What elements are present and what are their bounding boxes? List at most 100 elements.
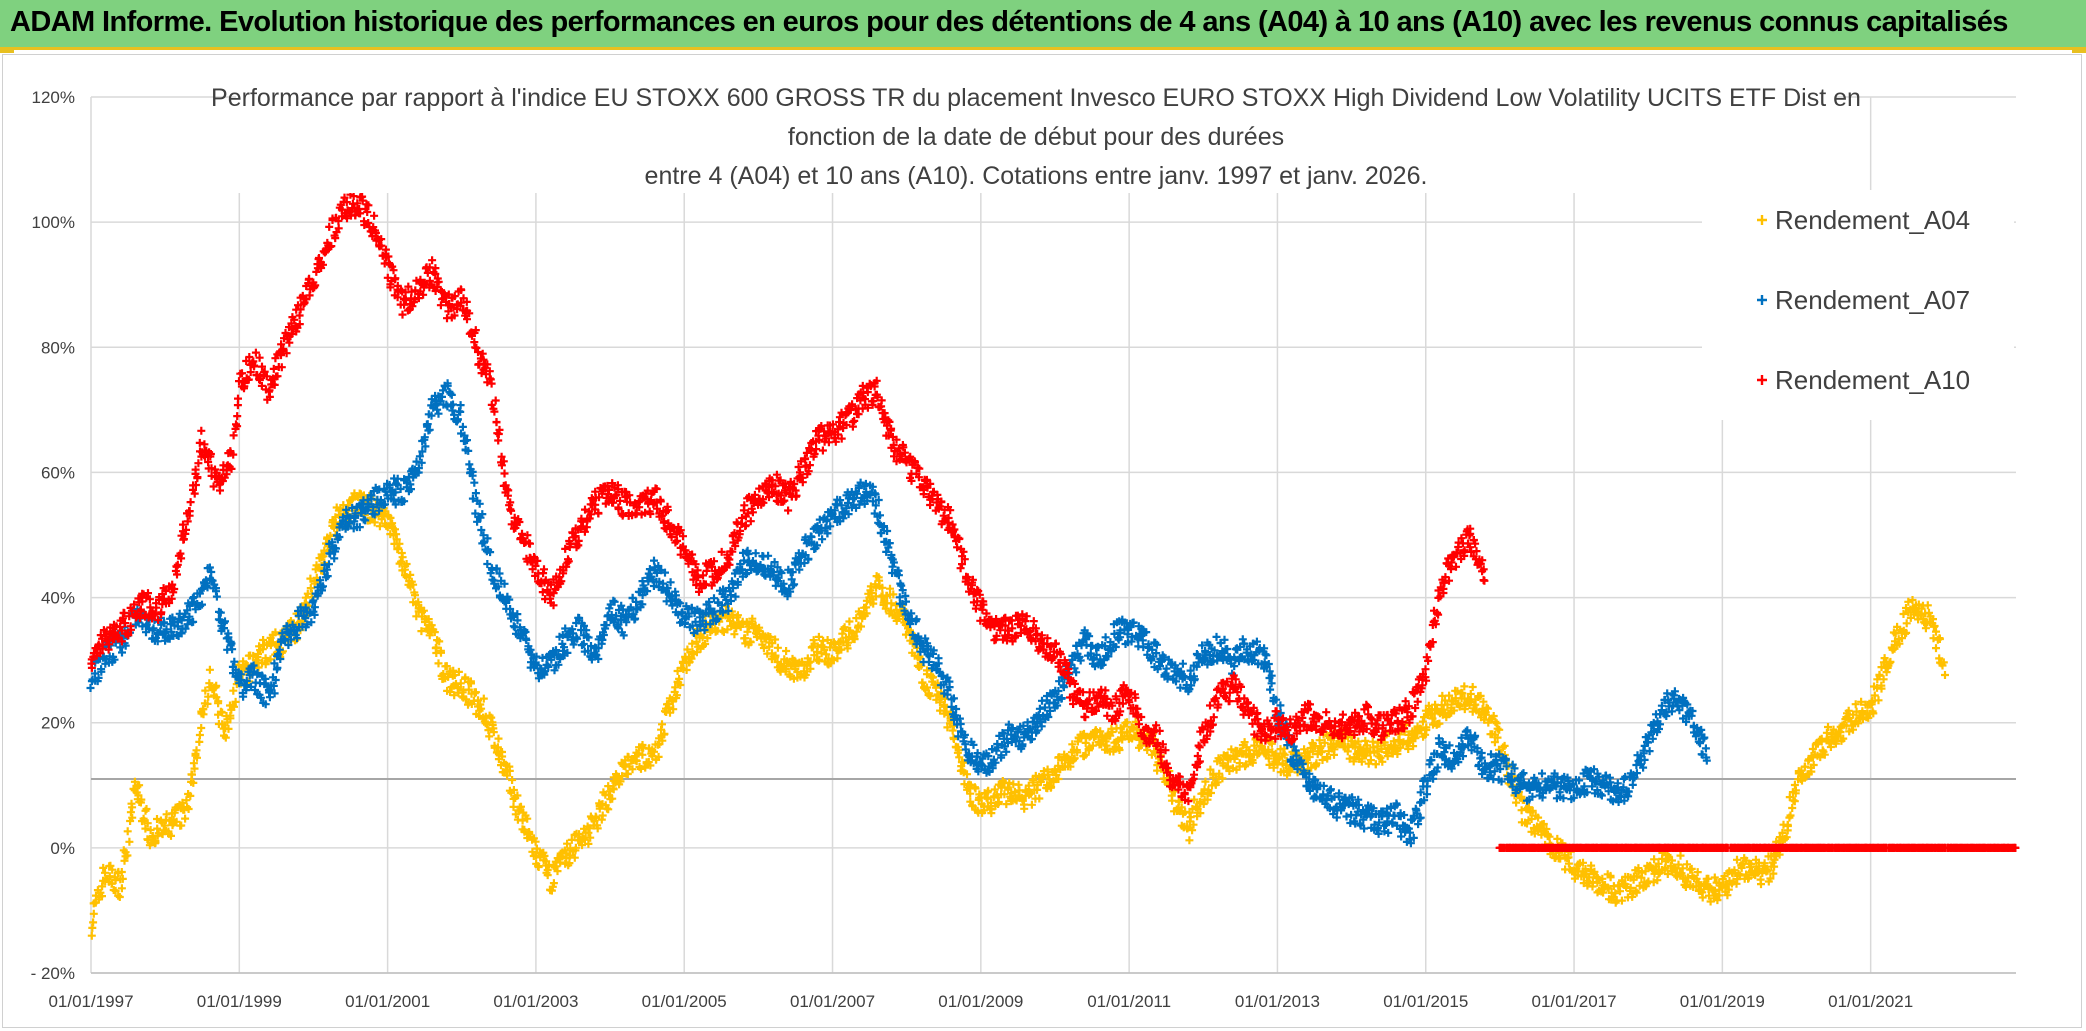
point-rendement-a04: [125, 837, 134, 846]
point-rendement-a04: [1490, 738, 1499, 747]
point-rendement-a04: [218, 720, 227, 729]
point-rendement-a04: [1493, 733, 1502, 742]
point-rendement-a04: [1693, 868, 1702, 877]
point-rendement-a04: [682, 666, 691, 674]
point-rendement-a04: [616, 777, 625, 786]
point-rendement-a04: [1207, 789, 1215, 797]
point-rendement-a04: [759, 644, 768, 652]
point-rendement-a07: [274, 650, 283, 659]
point-rendement-a04: [101, 868, 109, 877]
point-rendement-a04: [1875, 670, 1884, 679]
point-rendement-a04: [1489, 712, 1498, 720]
point-rendement-a04: [105, 872, 114, 881]
point-rendement-a04: [1783, 822, 1792, 830]
point-rendement-a04: [450, 671, 459, 679]
point-rendement-a07: [162, 625, 171, 634]
point-rendement-a04: [1097, 740, 1106, 749]
point-rendement-a04: [377, 515, 386, 524]
point-rendement-a04: [1460, 682, 1469, 691]
point-rendement-a04: [628, 765, 637, 774]
point-rendement-a07: [228, 645, 237, 654]
point-rendement-a04: [1481, 710, 1490, 719]
point-rendement-a04: [940, 702, 949, 711]
point-rendement-a04: [1713, 896, 1722, 905]
point-rendement-a07: [934, 654, 943, 663]
point-rendement-a04: [1479, 697, 1488, 706]
point-rendement-a04: [1213, 778, 1222, 787]
point-rendement-a04: [1227, 745, 1236, 754]
point-rendement-a04: [471, 688, 480, 697]
point-rendement-a04: [1869, 709, 1878, 718]
point-rendement-a04: [781, 664, 790, 673]
point-rendement-a04: [182, 796, 191, 805]
point-rendement-a07: [161, 629, 170, 638]
point-rendement-a04: [477, 704, 486, 713]
point-rendement-a04: [840, 623, 849, 632]
point-rendement-a04: [869, 599, 878, 608]
point-rendement-a04: [570, 853, 579, 862]
point-rendement-a07: [1266, 685, 1275, 694]
point-rendement-a07: [242, 676, 251, 685]
point-rendement-a04: [1817, 737, 1826, 746]
point-rendement-a04: [1929, 615, 1937, 624]
y-tick-label: 40%: [41, 589, 75, 608]
point-rendement-a04: [1002, 800, 1011, 809]
point-rendement-a04: [766, 633, 775, 641]
point-rendement-a04: [1422, 723, 1431, 732]
point-rendement-a04: [862, 609, 871, 618]
point-rendement-a07: [198, 600, 206, 609]
point-rendement-a07: [142, 620, 151, 629]
point-rendement-a04: [1081, 750, 1090, 759]
point-rendement-a04: [683, 645, 692, 654]
point-rendement-a04: [672, 691, 681, 700]
point-rendement-a04: [197, 724, 206, 732]
point-rendement-a04: [187, 770, 196, 779]
point-rendement-a04: [1354, 737, 1363, 746]
point-rendement-a04: [1096, 727, 1105, 736]
point-rendement-a04: [543, 871, 552, 880]
point-rendement-a07: [97, 667, 106, 676]
point-rendement-a04: [146, 826, 155, 834]
point-rendement-a04: [1791, 789, 1800, 798]
point-rendement-a04: [1678, 864, 1687, 873]
point-rendement-a04: [464, 685, 473, 694]
point-rendement-a04: [205, 665, 214, 674]
point-rendement-a04: [1185, 836, 1194, 845]
x-tick-label: 01/01/1999: [197, 992, 282, 1011]
point-rendement-a04: [637, 764, 645, 773]
point-rendement-a10: [234, 394, 242, 403]
point-rendement-a04: [398, 553, 407, 562]
point-rendement-a04: [1318, 756, 1327, 764]
point-rendement-a04: [509, 786, 518, 794]
point-rendement-a04: [1378, 757, 1387, 766]
point-rendement-a04: [229, 686, 238, 695]
banner-title: ADAM Informe. Evolution historique des p…: [10, 6, 2008, 38]
point-rendement-a04: [638, 750, 647, 759]
point-rendement-a04: [1312, 761, 1320, 770]
point-rendement-a07: [434, 409, 443, 418]
point-rendement-a07: [256, 693, 265, 702]
point-rendement-a07: [1212, 632, 1221, 641]
point-rendement-a04: [1599, 888, 1608, 897]
point-rendement-a04: [128, 803, 137, 812]
point-rendement-a04: [1307, 763, 1316, 772]
point-rendement-a04: [623, 770, 632, 778]
point-rendement-a04: [1201, 777, 1210, 786]
point-rendement-a04: [1710, 873, 1719, 882]
point-rendement-a10: [491, 396, 500, 405]
point-rendement-a07: [988, 745, 997, 754]
point-rendement-a04: [746, 638, 755, 647]
point-rendement-a04: [1641, 867, 1650, 876]
y-tick-label: 20%: [41, 714, 75, 733]
point-rendement-a04: [1361, 736, 1370, 745]
point-rendement-a04: [1512, 798, 1521, 807]
x-tick-label: 01/01/2017: [1532, 992, 1617, 1011]
point-rendement-a04: [1542, 825, 1551, 833]
point-rendement-a04: [1483, 704, 1492, 713]
point-rendement-a04: [730, 630, 739, 639]
point-rendement-a04: [814, 632, 823, 641]
point-rendement-a04: [1476, 691, 1485, 700]
point-rendement-a04: [1585, 873, 1594, 882]
point-rendement-a04: [1854, 719, 1863, 728]
point-rendement-a04: [955, 753, 964, 762]
